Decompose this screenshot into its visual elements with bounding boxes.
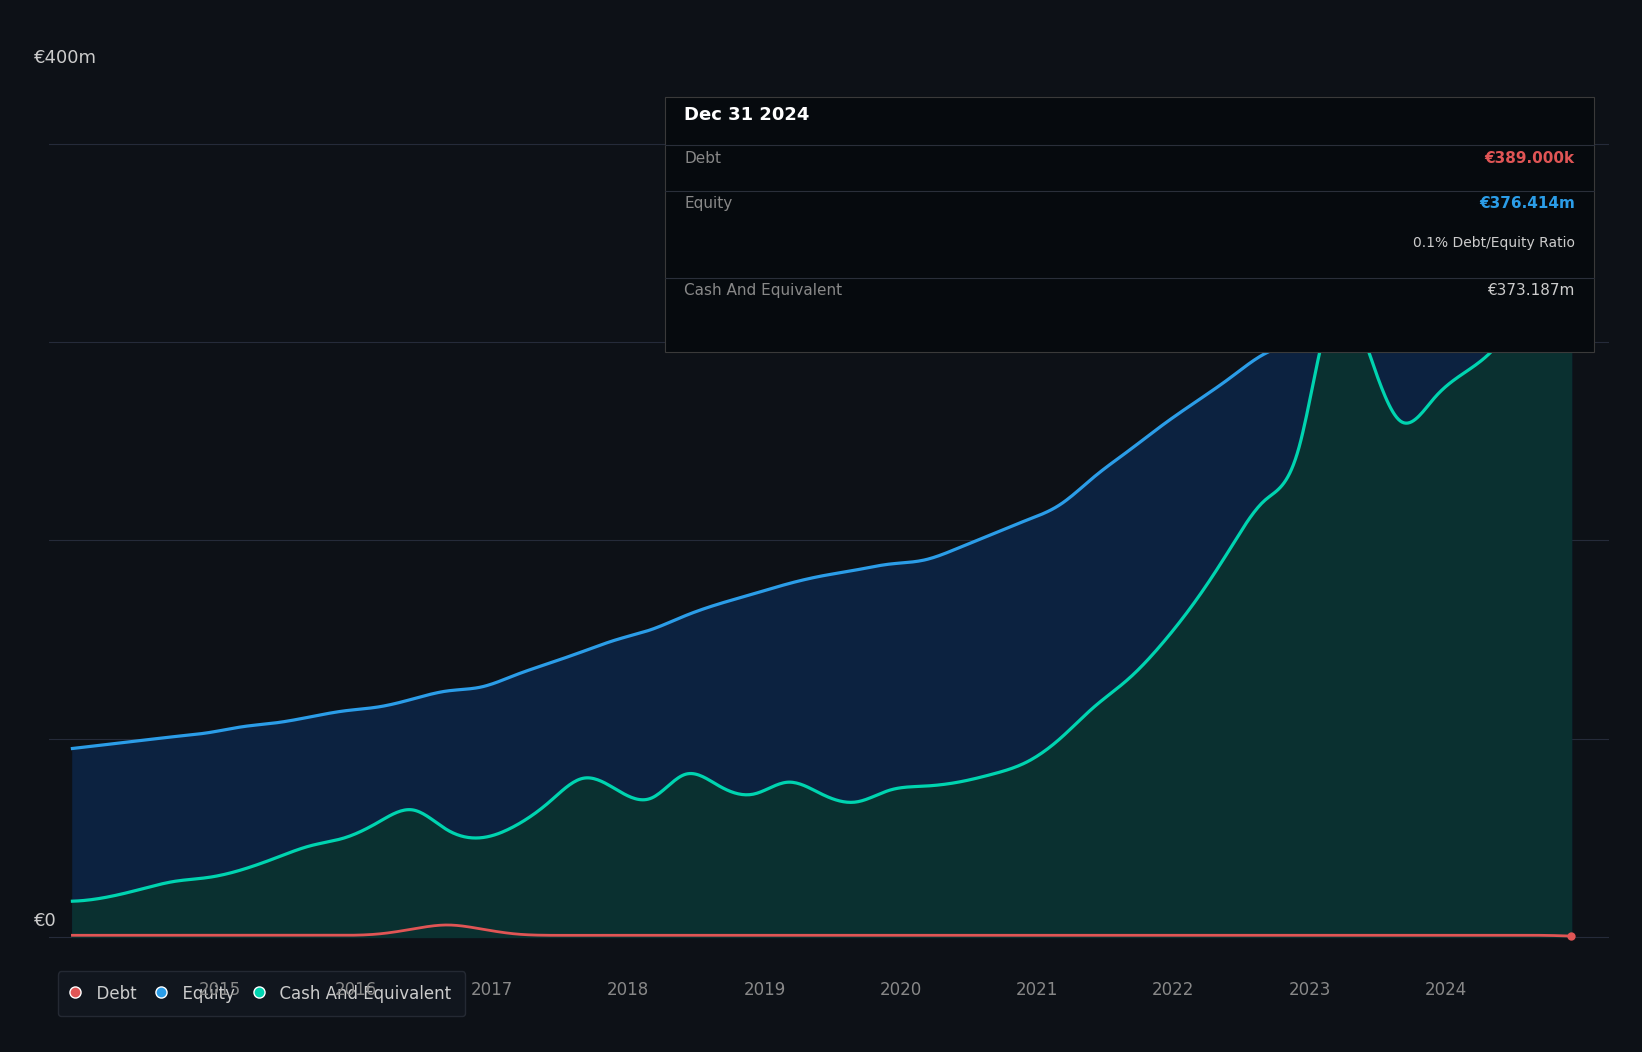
Text: 2017: 2017 — [471, 982, 514, 999]
FancyBboxPatch shape — [665, 97, 1593, 351]
Text: Cash And Equivalent: Cash And Equivalent — [685, 283, 842, 298]
Legend:   Debt,   Equity,   Cash And Equivalent: Debt, Equity, Cash And Equivalent — [57, 971, 465, 1016]
Text: 2023: 2023 — [1289, 982, 1330, 999]
Text: €0: €0 — [33, 912, 56, 930]
Text: €400m: €400m — [33, 48, 97, 67]
Text: €376.414m: €376.414m — [1479, 197, 1575, 211]
Text: 2020: 2020 — [880, 982, 921, 999]
Text: 0.1% Debt/Equity Ratio: 0.1% Debt/Equity Ratio — [1412, 236, 1575, 249]
Text: 2021: 2021 — [1016, 982, 1057, 999]
Text: 2018: 2018 — [608, 982, 649, 999]
Text: Equity: Equity — [685, 197, 732, 211]
Text: Debt: Debt — [685, 150, 721, 165]
Text: €389.000k: €389.000k — [1484, 150, 1575, 165]
Text: 2019: 2019 — [744, 982, 785, 999]
Text: €373.187m: €373.187m — [1488, 283, 1575, 298]
Text: 2022: 2022 — [1153, 982, 1194, 999]
Text: 2015: 2015 — [199, 982, 241, 999]
Text: 2016: 2016 — [335, 982, 378, 999]
Text: 2024: 2024 — [1425, 982, 1466, 999]
Text: Dec 31 2024: Dec 31 2024 — [685, 106, 810, 124]
